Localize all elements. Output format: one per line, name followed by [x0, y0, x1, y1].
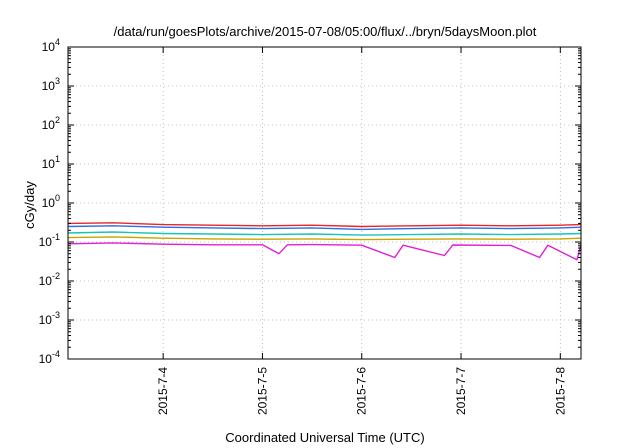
y-tick-label: 10-4: [39, 349, 60, 366]
y-tick-label: 10-3: [39, 310, 60, 327]
tick-layer: 10-4 10-3 10-2 10-1 100 101 102 103 104 2015-7-4 2…: [39, 37, 581, 415]
series-line: [67, 222, 582, 228]
y-tick-label: 104: [42, 37, 60, 54]
series-line: [67, 225, 582, 231]
chart-title: /data/run/goesPlots/archive/2015-07-08/0…: [114, 24, 537, 39]
y-tick-label: 103: [42, 76, 60, 93]
x-tick-label: 2015-7-5: [255, 367, 269, 415]
series-line: [67, 236, 582, 241]
y-tick-label: 101: [42, 154, 60, 171]
y-tick-label: 100: [42, 193, 60, 210]
y-tick-label: 102: [42, 115, 60, 132]
x-tick-label: 2015-7-4: [156, 367, 170, 415]
series-layer: [67, 222, 582, 261]
series-line: [67, 231, 582, 236]
y-tick-label: 10-2: [39, 271, 60, 288]
x-tick-label: 2015-7-6: [355, 367, 369, 415]
grid: [68, 47, 581, 359]
x-tick-label: 2015-7-7: [454, 367, 468, 415]
y-axis-label: cGy/day: [22, 181, 37, 229]
x-axis-label: Coordinated Universal Time (UTC): [225, 430, 424, 445]
x-tick-label: 2015-7-8: [553, 367, 567, 415]
series-line: [67, 242, 582, 261]
y-tick-label: 10-1: [39, 232, 60, 249]
